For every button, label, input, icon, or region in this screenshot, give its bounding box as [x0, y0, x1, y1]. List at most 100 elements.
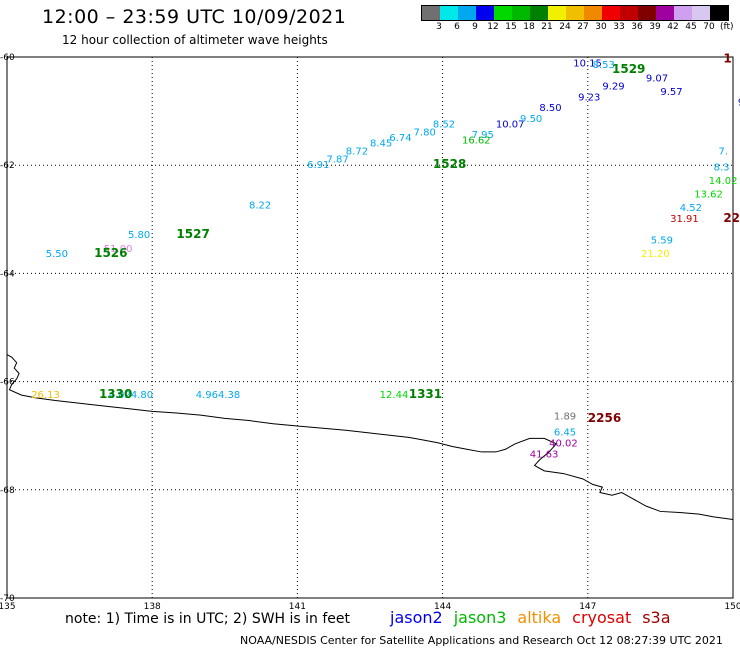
wave-height-value: 10.07 [496, 119, 525, 130]
satellite-legend-entry: altika [517, 608, 562, 627]
wave-height-value: 13.62 [694, 190, 723, 201]
wave-height-value: 8.53 [593, 60, 615, 71]
wave-height-value: 8.72 [346, 146, 368, 157]
latitude-tick-label: -66 [0, 378, 15, 388]
satellite-legend-entry: jason3 [453, 608, 507, 627]
color-swatch [638, 6, 656, 20]
pass-label: 1528 [433, 157, 466, 171]
wave-height-value: 8.45 [370, 138, 392, 149]
longitude-tick-label: 150 [724, 602, 740, 610]
wave-height-value: 9.23 [578, 92, 600, 103]
color-swatch [710, 6, 728, 20]
wave-height-value: 9.29 [602, 81, 624, 92]
satellite-legend-entry: cryosat [572, 608, 632, 627]
wave-height-value: 5.80 [128, 230, 150, 241]
wave-height-value: 5.50 [46, 249, 68, 260]
color-scale-label: 3 [436, 22, 442, 32]
pass-label: 1330 [99, 387, 132, 401]
wave-height-value: 14.02 [709, 176, 738, 187]
wave-height-value: 4.964.38 [196, 390, 241, 401]
wave-height-value: 8.52 [433, 119, 455, 130]
wave-height-value: 7.80 [414, 127, 436, 138]
pass-label: 22 [723, 211, 740, 225]
color-swatch [620, 6, 638, 20]
satellite-legend: jason2 jason3 altika cryosat s3a [390, 608, 671, 627]
wave-height-value: 6.74 [389, 133, 411, 144]
wave-height-value: 4.52 [680, 203, 702, 214]
wave-height-value: 41.63 [530, 449, 559, 460]
latitude-tick-label: -64 [0, 269, 15, 279]
color-scale-label: 39 [649, 22, 661, 32]
color-scale-bar [421, 5, 729, 21]
wave-height-value: 9.57 [660, 87, 682, 98]
color-scale-label: 30 [595, 22, 607, 32]
color-swatch [692, 6, 710, 20]
wave-height-value: 8.22 [249, 200, 271, 211]
color-swatch [476, 6, 494, 20]
longitude-tick-label: 147 [579, 602, 596, 610]
footer-credit: NOAA/NESDIS Center for Satellite Applica… [240, 634, 723, 647]
color-scale-label: 15 [505, 22, 517, 32]
wave-height-value: 21.20 [641, 249, 670, 260]
color-scale-labels: 3 6 9 12 15 18 21 24 27 30 33 36 39 42 45 70 (ft) [421, 22, 734, 32]
wave-height-value: 8.50 [539, 103, 561, 114]
color-swatch [584, 6, 602, 20]
plot-frame [6, 56, 734, 599]
pass-label: 1527 [176, 227, 209, 241]
color-scale-label: 6 [454, 22, 460, 32]
color-scale-label: 18 [523, 22, 535, 32]
wave-height-value: 12.44 [380, 390, 409, 401]
latitude-tick-label: -68 [0, 486, 15, 496]
longitude-tick-label: 144 [434, 602, 451, 610]
pass-label: 1526 [94, 246, 127, 260]
wave-height-value: 7.87 [326, 154, 348, 165]
color-swatch [566, 6, 584, 20]
satellite-legend-entry: jason2 [390, 608, 443, 627]
pass-label: 1 [723, 51, 731, 65]
wave-height-value: 26.13 [31, 390, 60, 401]
wave-height-value: 1.89 [554, 411, 576, 422]
legend-note: note: 1) Time is in UTC; 2) SWH is in fe… [65, 611, 351, 627]
wave-height-value: 7.95 [472, 130, 494, 141]
color-scale-label: 33 [613, 22, 625, 32]
coastline [6, 354, 734, 521]
latitude-tick-label: -60 [0, 53, 15, 63]
longitude-tick-label: 135 [0, 602, 16, 610]
wave-height-value: 7. [718, 146, 728, 157]
map-subtitle: 12 hour collection of altimeter wave hei… [62, 33, 328, 47]
wave-height-value: 9.50 [520, 114, 542, 125]
color-scale-label: 12 [487, 22, 499, 32]
color-swatch [512, 6, 530, 20]
latitude-tick-label: -62 [0, 161, 15, 171]
color-swatch [440, 6, 458, 20]
color-swatch [656, 6, 674, 20]
wave-height-value: 51.00 [104, 244, 133, 255]
pass-label: 1331 [409, 387, 442, 401]
wave-height-value: 4.024.80 [109, 390, 154, 401]
wave-height-value: 10.15 [573, 59, 602, 70]
wave-height-value: 6.45 [554, 428, 576, 439]
color-scale-label: 24 [559, 22, 571, 32]
pass-label: 1529 [612, 62, 645, 76]
color-swatch [458, 6, 476, 20]
wave-height-value: 9. [738, 98, 740, 109]
color-swatch [422, 6, 440, 20]
latitude-tick-label: -70 [0, 594, 15, 604]
color-scale-label: 9 [472, 22, 478, 32]
color-scale-label: 45 [685, 22, 697, 32]
wave-height-value: 8.3 [714, 163, 730, 174]
color-scale-label: 36 [631, 22, 643, 32]
color-swatch [530, 6, 548, 20]
color-swatch [674, 6, 692, 20]
color-scale-unit: (ft) [720, 22, 734, 32]
color-scale-label: 42 [667, 22, 679, 32]
wave-height-value: 9.07 [646, 73, 668, 84]
pass-label: 2256 [588, 411, 621, 425]
color-swatch [494, 6, 512, 20]
map-title: 12:00 – 23:59 UTC 10/09/2021 [42, 6, 347, 28]
wave-height-value: 5.59 [651, 236, 673, 247]
color-scale-label: 21 [541, 22, 553, 32]
color-swatch [602, 6, 620, 20]
longitude-tick-label: 138 [144, 602, 161, 610]
wave-height-value: 40.02 [549, 439, 578, 450]
